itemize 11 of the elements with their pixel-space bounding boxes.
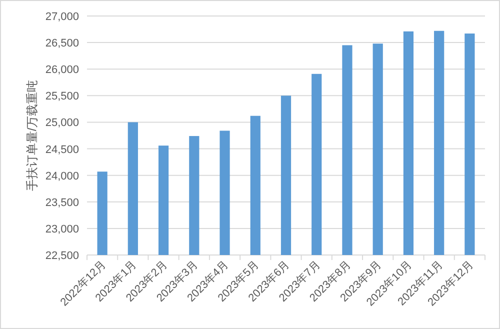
y-tick-label: 26,500 — [45, 38, 79, 50]
y-tick-label: 23,000 — [45, 223, 79, 236]
y-tick-label: 22,500 — [45, 250, 79, 262]
y-tick-label: 26,000 — [45, 64, 79, 76]
y-tick-label: 25,500 — [45, 90, 79, 103]
y-tick-label: 24,000 — [45, 170, 79, 182]
y-tick-label: 24,500 — [45, 144, 79, 156]
y-tick-label: 25,000 — [45, 117, 79, 130]
y-tick-label: 27,000 — [45, 11, 79, 23]
y-axis-title: 手扶订单量/万载重吨 — [25, 80, 39, 192]
y-tick-label: 23,500 — [45, 196, 79, 209]
